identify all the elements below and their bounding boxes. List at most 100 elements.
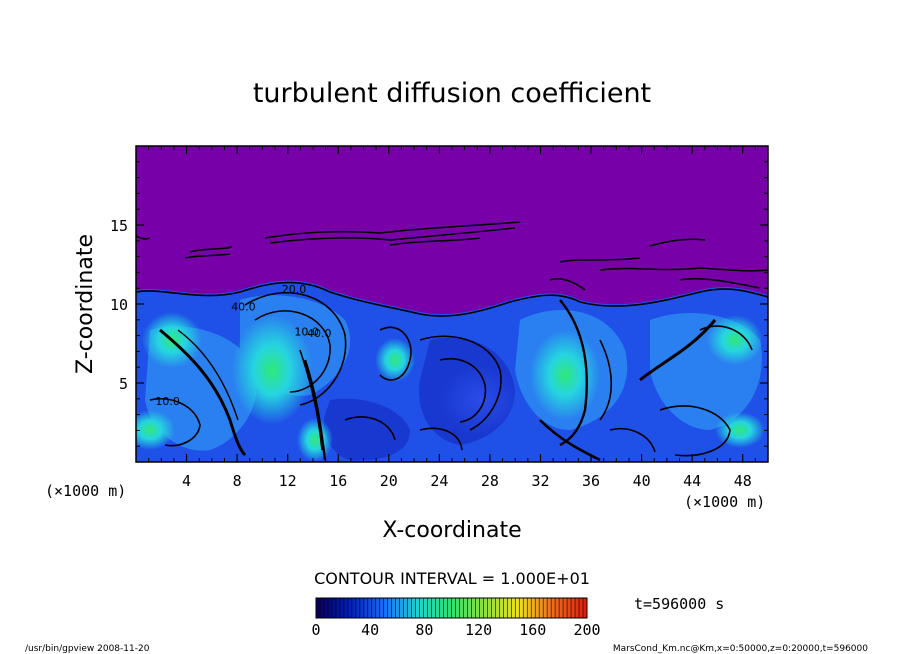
colorbar-cell xyxy=(443,598,448,618)
x-axis-unit-left: (×1000 m) xyxy=(45,482,126,500)
x-tick-label: 48 xyxy=(734,472,752,490)
colorbar-cell xyxy=(316,598,320,618)
colorbar-cell xyxy=(579,598,584,618)
colorbar-frame xyxy=(315,597,588,619)
colorbar-cell xyxy=(415,598,420,618)
footer-left: /usr/bin/gpview 2008-11-20 xyxy=(25,644,150,654)
colorbar-cell xyxy=(431,598,436,618)
colorbar-cell xyxy=(383,598,388,618)
colorbar-cell xyxy=(439,598,444,618)
x-tick-label: 40 xyxy=(633,472,651,490)
colorbar-cell xyxy=(535,598,540,618)
x-axis-unit-right: (×1000 m) xyxy=(684,493,765,511)
x-tick-label: 8 xyxy=(233,472,242,490)
colorbar-cell xyxy=(343,598,348,618)
colorbar-ticks: 0 40 80 120 160 200 xyxy=(311,621,600,639)
colorbar-cell xyxy=(563,598,568,618)
colorbar-cell xyxy=(399,598,404,618)
colorbar-cell xyxy=(391,598,396,618)
colorbar-cell xyxy=(487,598,492,618)
colorbar-cell xyxy=(435,598,440,618)
colorbar-cell xyxy=(543,598,548,618)
colorbar-tick-label: 0 xyxy=(311,621,320,639)
x-axis-label: X-coordinate xyxy=(382,518,521,543)
colorbar-cell xyxy=(519,598,524,618)
colorbar-cell xyxy=(375,598,380,618)
colorbar-cell xyxy=(335,598,340,618)
x-tick-label: 44 xyxy=(683,472,701,490)
x-tick-label: 28 xyxy=(481,472,499,490)
colorbar-cell xyxy=(359,598,364,618)
colorbar-cell xyxy=(531,598,536,618)
x-tick-label: 36 xyxy=(582,472,600,490)
y-axis-label: Z-coordinate xyxy=(73,234,98,374)
colorbar-cell xyxy=(407,598,412,618)
contour-label: 40.0 xyxy=(231,300,256,313)
contour-label: 10.0 xyxy=(155,395,180,408)
chart-title: turbulent diffusion coefficient xyxy=(253,78,651,109)
colorbar-cell xyxy=(459,598,464,618)
x-tick-label: 12 xyxy=(279,472,297,490)
colorbar-cell xyxy=(351,598,356,618)
colorbar-cell xyxy=(515,598,520,618)
colorbar-cell xyxy=(467,598,472,618)
colorbar-cell xyxy=(339,598,344,618)
colorbar-cell xyxy=(507,598,512,618)
colorbar-cell xyxy=(327,598,332,618)
contour-lines xyxy=(136,281,768,462)
colorbar-cell xyxy=(567,598,572,618)
colorbar-cell xyxy=(499,598,504,618)
colorbar-cell xyxy=(503,598,508,618)
contour-label: 10.0 xyxy=(294,326,319,339)
colorbar-cell xyxy=(483,598,488,618)
contour-label: 20.0 xyxy=(282,283,307,296)
colorbar-cell xyxy=(559,598,564,618)
colorbar-cell xyxy=(363,598,368,618)
colorbar-cell xyxy=(491,598,496,618)
y-tick-label: 5 xyxy=(119,375,128,393)
colorbar-cell xyxy=(523,598,528,618)
colorbar-cell xyxy=(447,598,452,618)
colorbar-cell xyxy=(475,598,480,618)
footer-right: MarsCond_Km.nc@Km,x=0:50000,z=0:20000,t=… xyxy=(613,644,868,654)
x-tick-label: 32 xyxy=(531,472,549,490)
y-tick-label: 10 xyxy=(110,296,128,314)
colorbar-cell xyxy=(419,598,424,618)
colorbar-cell xyxy=(355,598,360,618)
colorbar-cell xyxy=(527,598,532,618)
colorbar-cell xyxy=(471,598,476,618)
colorbar-cell xyxy=(455,598,460,618)
y-tick-label: 15 xyxy=(110,217,128,235)
colorbar-cell xyxy=(319,598,324,618)
colorbar-cell xyxy=(427,598,432,618)
colorbar-cell xyxy=(511,598,516,618)
colorbar-cell xyxy=(403,598,408,618)
x-tick-label: 16 xyxy=(329,472,347,490)
y-axis-ticks: 5 10 15 xyxy=(110,161,768,447)
colorbar-cells xyxy=(315,598,587,618)
colorbar-tick-label: 200 xyxy=(573,621,600,639)
heatmap-field xyxy=(136,146,768,462)
colorbar-cell xyxy=(323,598,328,618)
colorbar-cell xyxy=(367,598,372,618)
colorbar-cell xyxy=(555,598,560,618)
x-tick-label: 4 xyxy=(182,472,191,490)
colorbar-cell xyxy=(495,598,500,618)
colorbar-cell xyxy=(423,598,428,618)
colorbar-cell xyxy=(331,598,336,618)
time-label: t=596000 s xyxy=(634,595,724,613)
colorbar-tick-label: 80 xyxy=(415,621,433,639)
contour-interval: CONTOUR INTERVAL = 1.000E+01 xyxy=(314,569,590,588)
colorbar-cell xyxy=(387,598,392,618)
upper-streaks xyxy=(136,221,768,291)
colorbar-cell xyxy=(583,598,587,618)
contour-label: 40.0 xyxy=(307,327,332,340)
contour-label-layer: 20.040.010.040.010.0 xyxy=(155,283,331,408)
x-tick-label: 20 xyxy=(380,472,398,490)
colorbar-cell xyxy=(479,598,484,618)
colorbar-cell xyxy=(539,598,544,618)
colorbar-tick-label: 120 xyxy=(465,621,492,639)
colorbar-cell xyxy=(371,598,376,618)
x-axis-ticks: 4 8 12 16 20 24 28 32 36 40 44 48 xyxy=(148,146,756,490)
